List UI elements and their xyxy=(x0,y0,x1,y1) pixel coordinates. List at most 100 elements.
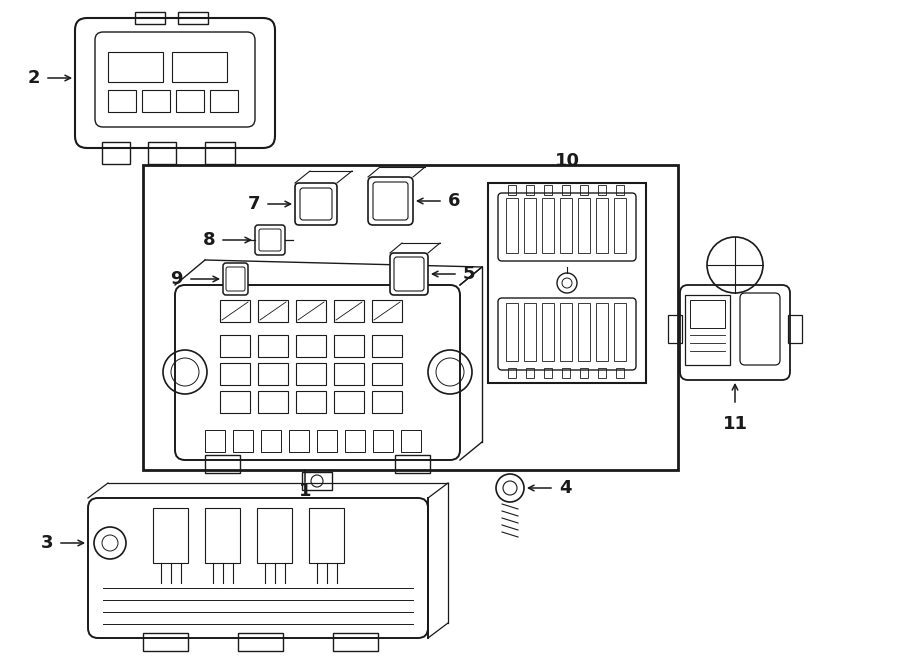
Bar xyxy=(578,198,590,253)
Bar xyxy=(560,198,572,253)
Bar xyxy=(317,430,337,452)
Bar xyxy=(580,185,588,195)
Bar xyxy=(296,335,326,357)
FancyBboxPatch shape xyxy=(394,257,424,291)
FancyBboxPatch shape xyxy=(498,193,636,261)
Bar xyxy=(560,303,572,361)
Bar xyxy=(524,303,536,361)
Bar xyxy=(578,303,590,361)
Bar xyxy=(176,90,204,112)
Bar xyxy=(220,391,250,413)
Bar xyxy=(596,303,608,361)
Text: 1: 1 xyxy=(299,482,311,500)
Bar xyxy=(220,363,250,385)
FancyBboxPatch shape xyxy=(255,225,285,255)
Bar xyxy=(220,335,250,357)
Bar xyxy=(345,430,365,452)
Bar xyxy=(148,142,176,164)
FancyBboxPatch shape xyxy=(740,293,780,365)
Bar xyxy=(614,303,626,361)
Bar xyxy=(102,142,130,164)
Bar xyxy=(616,185,624,195)
Bar xyxy=(372,335,402,357)
Bar xyxy=(302,472,332,490)
Bar xyxy=(142,90,170,112)
Bar xyxy=(614,198,626,253)
FancyBboxPatch shape xyxy=(226,267,245,291)
Bar xyxy=(508,185,516,195)
Bar xyxy=(258,391,288,413)
Bar xyxy=(334,363,364,385)
Bar xyxy=(309,508,344,563)
Bar xyxy=(524,198,536,253)
Bar xyxy=(690,300,725,328)
Bar xyxy=(205,508,240,563)
Bar xyxy=(178,12,208,24)
Bar xyxy=(562,185,570,195)
Bar xyxy=(153,508,188,563)
FancyBboxPatch shape xyxy=(259,229,281,251)
FancyBboxPatch shape xyxy=(300,188,332,220)
Bar xyxy=(598,368,606,378)
FancyBboxPatch shape xyxy=(295,183,337,225)
Bar xyxy=(544,368,552,378)
Text: 2: 2 xyxy=(28,69,40,87)
Bar xyxy=(258,335,288,357)
Bar xyxy=(616,368,624,378)
Bar xyxy=(395,455,430,473)
Bar xyxy=(685,295,730,365)
Bar xyxy=(205,455,240,473)
Text: 4: 4 xyxy=(559,479,572,497)
Bar xyxy=(296,300,326,322)
FancyBboxPatch shape xyxy=(75,18,275,148)
FancyBboxPatch shape xyxy=(95,32,255,127)
FancyBboxPatch shape xyxy=(390,253,428,295)
Bar xyxy=(372,363,402,385)
Bar xyxy=(526,368,534,378)
Bar xyxy=(143,633,188,651)
Bar xyxy=(401,430,421,452)
Bar xyxy=(598,185,606,195)
Bar xyxy=(526,185,534,195)
Bar xyxy=(542,303,554,361)
FancyBboxPatch shape xyxy=(175,285,460,460)
Bar xyxy=(334,335,364,357)
Bar xyxy=(508,368,516,378)
Text: 11: 11 xyxy=(723,415,748,433)
FancyBboxPatch shape xyxy=(88,498,428,638)
Bar xyxy=(258,363,288,385)
FancyBboxPatch shape xyxy=(498,298,636,370)
Bar xyxy=(108,90,136,112)
Bar xyxy=(544,185,552,195)
Bar xyxy=(261,430,281,452)
Bar xyxy=(205,142,235,164)
Bar xyxy=(220,300,250,322)
Bar xyxy=(210,90,238,112)
Bar xyxy=(296,391,326,413)
Text: 6: 6 xyxy=(448,192,461,210)
Bar xyxy=(296,363,326,385)
Bar xyxy=(596,198,608,253)
Text: 5: 5 xyxy=(463,265,475,283)
Bar xyxy=(172,52,227,82)
FancyBboxPatch shape xyxy=(368,177,413,225)
Bar xyxy=(542,198,554,253)
Bar xyxy=(506,198,518,253)
Bar xyxy=(788,315,802,343)
Bar xyxy=(257,508,292,563)
Bar xyxy=(506,303,518,361)
Bar xyxy=(289,430,309,452)
Bar xyxy=(372,391,402,413)
Bar xyxy=(334,300,364,322)
Text: 8: 8 xyxy=(202,231,215,249)
Text: 9: 9 xyxy=(170,270,183,288)
Text: 10: 10 xyxy=(554,152,580,170)
Text: 3: 3 xyxy=(40,534,53,552)
FancyBboxPatch shape xyxy=(680,285,790,380)
Bar xyxy=(238,633,283,651)
Bar xyxy=(233,430,253,452)
FancyBboxPatch shape xyxy=(223,263,248,295)
Text: 7: 7 xyxy=(248,195,260,213)
Bar xyxy=(143,165,678,470)
Bar xyxy=(562,368,570,378)
